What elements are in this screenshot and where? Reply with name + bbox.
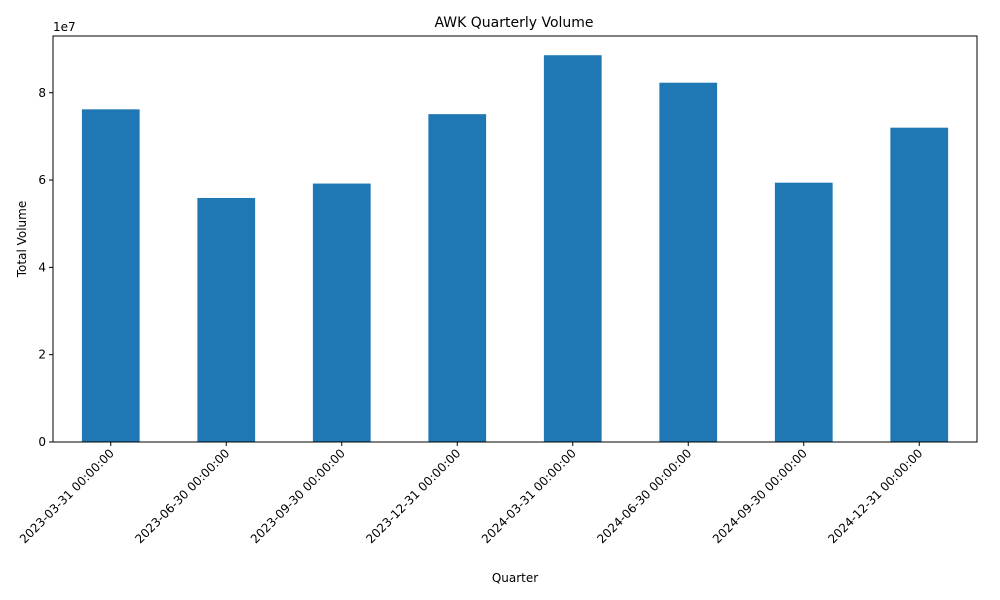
bars-group <box>81 55 949 443</box>
x-tick-label: 2023-09-30 00:00:00 <box>248 446 348 546</box>
y-axis: 0 2 4 6 8 <box>38 86 53 449</box>
x-tick-label: 2024-09-30 00:00:00 <box>710 446 810 546</box>
y-tick-label: 8 <box>38 86 46 100</box>
x-tick-label: 2024-03-31 00:00:00 <box>479 446 579 546</box>
bar <box>890 127 949 443</box>
y-axis-offset-label: 1e7 <box>53 20 76 34</box>
bar <box>659 82 718 443</box>
y-tick-label: 2 <box>38 348 46 362</box>
y-axis-label: Total Volume <box>15 201 29 278</box>
x-tick-label: 2024-12-31 00:00:00 <box>825 446 925 546</box>
plot-frame <box>52 35 978 443</box>
bar <box>428 114 487 442</box>
x-tick-label: 2023-06-30 00:00:00 <box>132 446 232 546</box>
x-axis-label: Quarter <box>492 571 538 585</box>
bar <box>543 55 602 443</box>
bar <box>81 109 140 442</box>
chart-title: AWK Quarterly Volume <box>434 15 593 31</box>
bar <box>774 182 833 442</box>
bar <box>312 183 371 442</box>
y-tick-label: 0 <box>38 435 46 449</box>
x-tick-label: 2024-06-30 00:00:00 <box>594 446 694 546</box>
y-tick-label: 6 <box>38 173 46 187</box>
x-tick-label: 2023-03-31 00:00:00 <box>17 446 117 546</box>
bar <box>197 197 256 442</box>
x-axis: 2023-03-31 00:00:00 2023-06-30 00:00:00 20… <box>17 442 925 546</box>
y-tick-label: 4 <box>38 260 46 274</box>
x-tick-label: 2023-12-31 00:00:00 <box>363 446 463 546</box>
